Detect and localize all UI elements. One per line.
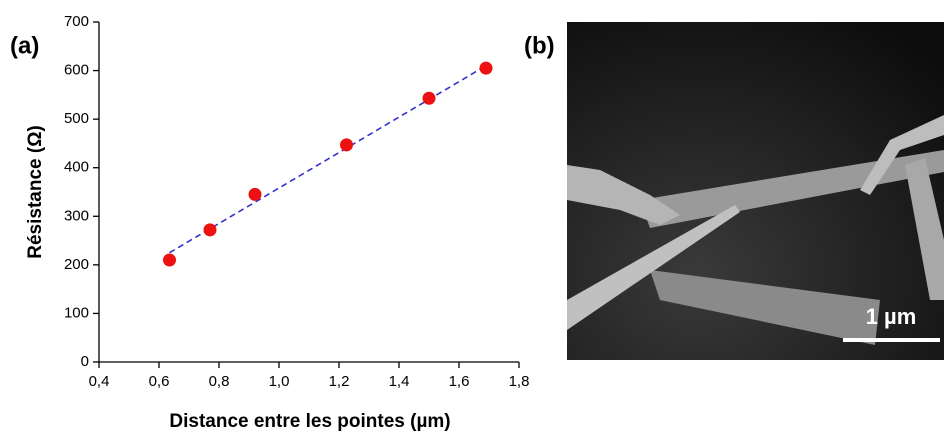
probe-tip [567, 205, 740, 330]
y-axis-label: Résistance (Ω) [25, 125, 46, 259]
data-point [163, 253, 176, 267]
y-tick-label: 100 [64, 304, 89, 321]
x-tick-label: 0,8 [209, 373, 230, 390]
x-tick-label: 1,0 [269, 373, 290, 390]
y-tick-label: 700 [64, 13, 89, 30]
data-point [479, 61, 493, 75]
panel-label: (a) [10, 32, 39, 59]
x-axis-label: Distance entre les pointes (µm) [169, 411, 450, 432]
x-tick-label: 1,6 [449, 373, 470, 390]
data-point [340, 138, 353, 152]
probe-tip [860, 115, 944, 195]
y-tick-label: 500 [64, 110, 89, 127]
sem-image: 1 µm [567, 22, 944, 360]
data-point [248, 187, 262, 201]
x-tick-label: 0,6 [149, 373, 170, 390]
data-point [422, 91, 436, 105]
data-point [203, 223, 217, 237]
probe-tip [567, 165, 680, 225]
x-tick-label: 1,8 [509, 373, 530, 390]
x-tick-label: 1,4 [389, 373, 410, 390]
probe-tip [905, 158, 944, 300]
fit-line [169, 65, 487, 254]
y-tick-label: 300 [64, 207, 89, 224]
nanowire [640, 150, 944, 228]
scale-bar-label: 1 µm [866, 304, 917, 329]
y-tick-label: 200 [64, 256, 89, 273]
y-tick-label: 600 [64, 62, 89, 79]
panel-label: (b) [524, 32, 555, 59]
y-tick-label: 400 [64, 159, 89, 176]
nanowire [650, 270, 880, 345]
x-tick-label: 0,4 [89, 373, 110, 390]
y-tick-label: 0 [81, 353, 89, 370]
x-tick-label: 1,2 [329, 373, 350, 390]
